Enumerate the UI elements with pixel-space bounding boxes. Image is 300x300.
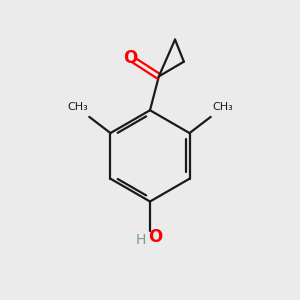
- Text: CH₃: CH₃: [212, 103, 233, 112]
- Text: O: O: [148, 229, 162, 246]
- Text: O: O: [123, 49, 137, 67]
- Text: H: H: [136, 233, 146, 248]
- Text: CH₃: CH₃: [67, 103, 88, 112]
